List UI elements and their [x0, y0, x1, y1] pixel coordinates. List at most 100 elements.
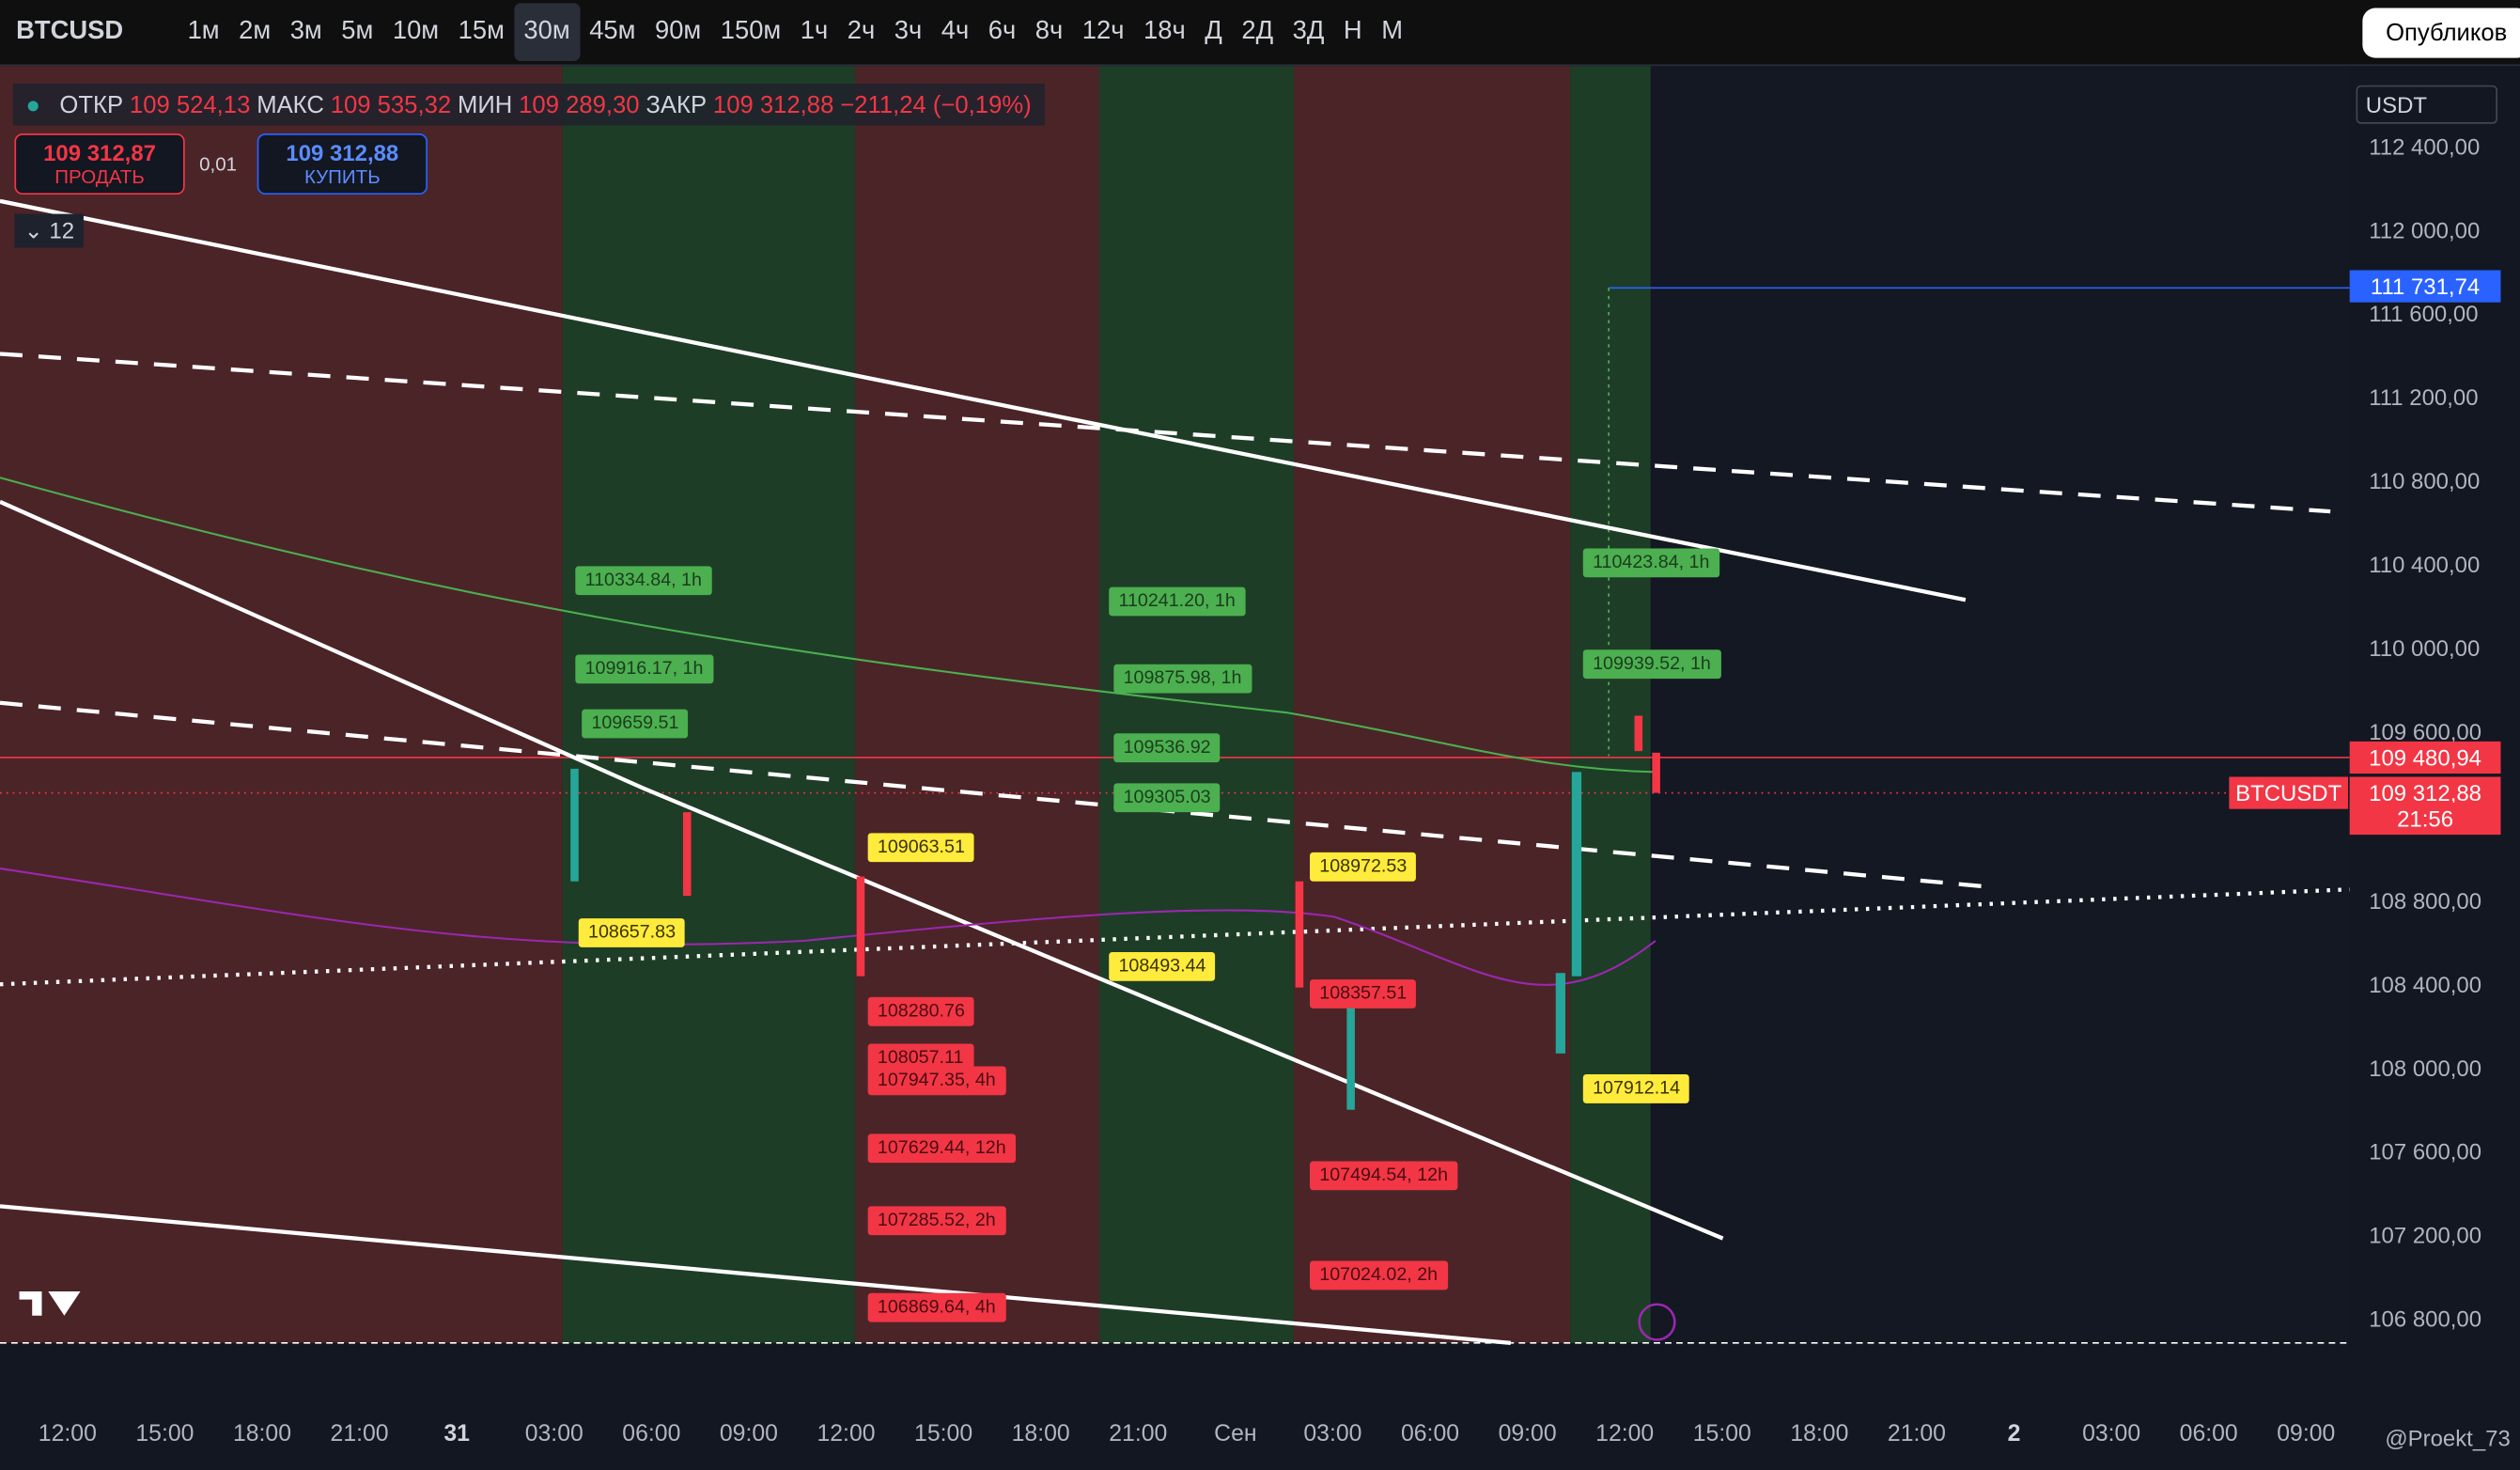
price-annotation: 109305.03: [1113, 783, 1221, 813]
time-tick-label: 06:00: [1400, 1421, 1460, 1448]
symbol-marker: BTCUSDT: [2229, 776, 2348, 809]
time-tick-label: 15:00: [914, 1421, 973, 1448]
interval-button[interactable]: 1м: [187, 17, 220, 45]
price-tick-label: 112 400,00: [2369, 133, 2481, 160]
buy-price: 109 312,88: [286, 139, 399, 166]
price-tick-label: 108 000,00: [2369, 1055, 2482, 1081]
time-tick-label: 15:00: [135, 1421, 194, 1448]
interval-button[interactable]: 18ч: [1143, 17, 1186, 45]
time-tick-label: 15:00: [1692, 1421, 1751, 1448]
price-tick-label: 110 800,00: [2369, 468, 2481, 494]
interval-button[interactable]: 3ч: [894, 17, 923, 45]
change: −211,24 (−0,19%): [840, 90, 1032, 118]
price-annotation: 109659.51: [582, 709, 689, 739]
symbol[interactable]: BTCUSD: [16, 17, 124, 45]
interval-button[interactable]: 90м: [654, 17, 702, 45]
buy-label: КУПИТЬ: [303, 165, 381, 189]
interval-list: 1м 2м 3м 5м 10м 15м 30м 45м 90м 150м 1ч 2ч 3ч 4ч 6ч 8ч 1…: [178, 3, 1412, 62]
interval-button[interactable]: Д: [1205, 17, 1222, 45]
time-tick-label: 09:00: [719, 1421, 778, 1448]
time-tick-label: 12:00: [1595, 1421, 1655, 1448]
spread: 0,01: [199, 152, 238, 176]
ohlc-legend: ● ОТКР 109 524,13 МАКС 109 535,32 МИН 109 2…: [12, 83, 1045, 126]
time-tick-label: 18:00: [1011, 1421, 1070, 1448]
time-tick-label: Сен: [1214, 1421, 1257, 1448]
price-annotation: 108657.83: [578, 918, 686, 947]
price-annotation: 109916.17, 1h: [575, 654, 713, 684]
time-tick-label: 18:00: [1790, 1421, 1849, 1448]
price-tick-label: 107 600,00: [2369, 1138, 2482, 1165]
interval-button[interactable]: 2ч: [847, 17, 876, 45]
interval-button[interactable]: 2Д: [1241, 17, 1274, 45]
price-tick-label: 108 800,00: [2369, 886, 2482, 914]
close-label: ЗАКР: [646, 90, 708, 118]
time-tick-label: 31: [443, 1421, 470, 1448]
price-annotation: 109875.98, 1h: [1113, 664, 1252, 694]
sell-price: 109 312,87: [43, 139, 156, 166]
low: 109 289,30: [519, 90, 640, 118]
price-annotation: 108280.76: [867, 996, 975, 1026]
time-tick-label: 09:00: [1498, 1421, 1557, 1448]
time-tick-label: 2: [2007, 1421, 2021, 1448]
price-tick-label: 112 000,00: [2369, 217, 2481, 243]
interval-button[interactable]: Н: [1343, 17, 1362, 45]
price-annotation: 109063.51: [867, 833, 975, 863]
countdown: 21:56: [2349, 802, 2501, 835]
price-tick-label: 110 000,00: [2369, 635, 2481, 662]
time-tick-label: 12:00: [817, 1421, 876, 1448]
time-tick-label: 12:00: [38, 1421, 97, 1448]
price-annotation: 106869.64, 4h: [867, 1292, 1005, 1322]
interval-button[interactable]: 1ч: [800, 17, 829, 45]
interval-button[interactable]: 45м: [589, 17, 636, 45]
buy-button[interactable]: 109 312,88 КУПИТЬ: [257, 133, 428, 195]
price-annotation: 110423.84, 1h: [1582, 548, 1719, 578]
interval-button[interactable]: 3м: [289, 17, 322, 45]
price-tick-label: 107 200,00: [2369, 1222, 2482, 1248]
interval-button[interactable]: 10м: [392, 17, 440, 45]
price-tick-label: 111 600,00: [2369, 301, 2479, 327]
interval-button[interactable]: 6ч: [988, 17, 1017, 45]
time-tick-label: 09:00: [2277, 1421, 2336, 1448]
interval-button[interactable]: 150м: [720, 17, 782, 45]
indicators-toggle[interactable]: ⌄ 12: [14, 213, 85, 248]
toolbar: BTCUSD 1м 2м 3м 5м 10м 15м 30м 45м 90м 150м 1ч 2ч 3ч…: [0, 0, 2520, 67]
time-tick-label: 18:00: [232, 1421, 292, 1448]
interval-button[interactable]: 30м: [514, 3, 580, 62]
sell-label: ПРОДАТЬ: [54, 165, 145, 189]
time-tick-label: 21:00: [330, 1421, 389, 1448]
interval-button[interactable]: 12ч: [1081, 17, 1125, 45]
price-annotation: 110241.20, 1h: [1109, 586, 1246, 617]
close: 109 312,88: [712, 90, 834, 118]
price-tick-label: 111 200,00: [2369, 384, 2479, 411]
high-label: МАКС: [257, 90, 324, 118]
publish-button[interactable]: Опубликов: [2363, 8, 2520, 58]
indicators-count: 12: [49, 217, 75, 243]
interval-button[interactable]: 3Д: [1292, 17, 1325, 45]
interval-button[interactable]: 15м: [458, 17, 505, 45]
price-tick-label: 109 600,00: [2369, 719, 2482, 746]
price-annotation: 107629.44, 12h: [867, 1134, 1016, 1164]
interval-button[interactable]: М: [1381, 17, 1404, 45]
price-annotation: 109536.92: [1113, 733, 1221, 763]
currency-select[interactable]: USDT: [2356, 85, 2498, 124]
time-tick-label: 06:00: [622, 1421, 681, 1448]
interval-button[interactable]: 2м: [239, 17, 272, 45]
price-tick-label: 108 400,00: [2369, 971, 2482, 997]
price-tick-label: 106 800,00: [2369, 1306, 2482, 1332]
status-dot: ●: [25, 90, 40, 118]
interval-button[interactable]: 5м: [341, 17, 374, 45]
price-marker: 109 480,94: [2349, 741, 2501, 774]
time-tick-label: 03:00: [1303, 1421, 1362, 1448]
price-annotation: 108493.44: [1109, 952, 1216, 981]
open: 109 524,13: [129, 90, 251, 118]
price-annotation: 107024.02, 2h: [1310, 1260, 1448, 1290]
watermark: @Proekt_73: [2385, 1425, 2511, 1451]
interval-button[interactable]: 8ч: [1034, 17, 1064, 45]
price-annotation: 107285.52, 2h: [867, 1206, 1005, 1236]
interval-button[interactable]: 4ч: [941, 17, 970, 45]
price-annotation: 107912.14: [1582, 1074, 1690, 1103]
sell-button[interactable]: 109 312,87 ПРОДАТЬ: [14, 133, 185, 195]
